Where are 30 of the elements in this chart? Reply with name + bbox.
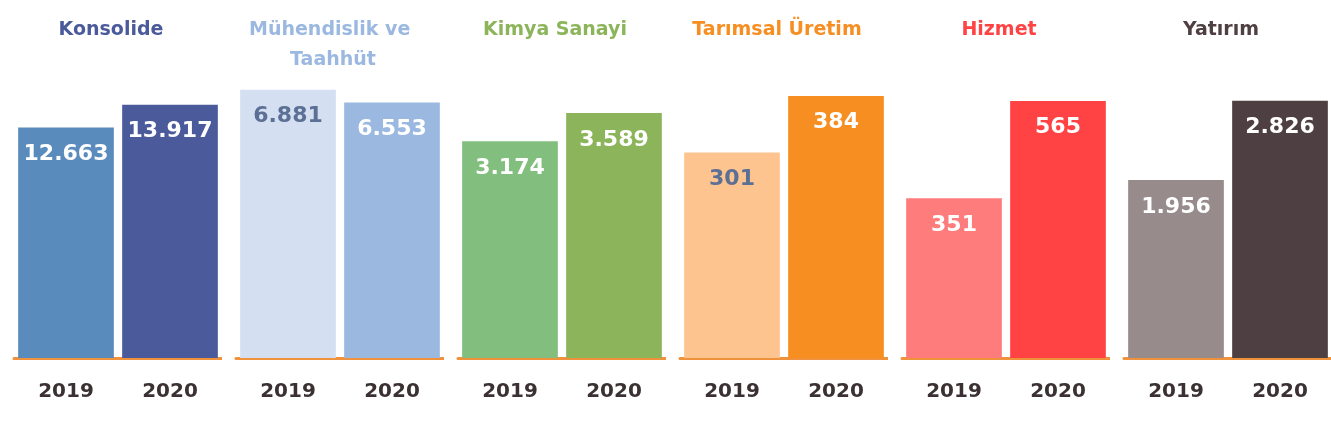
- data-label: 12.663: [23, 140, 109, 166]
- x-tick-label: 2020: [808, 378, 864, 402]
- x-tick-label: 2020: [1252, 378, 1308, 402]
- chart-title: Yatırım: [1181, 17, 1260, 39]
- x-tick-label: 2019: [1148, 378, 1204, 402]
- data-label: 13.917: [127, 117, 213, 143]
- x-tick-label: 2019: [482, 378, 538, 402]
- data-label: 351: [931, 210, 977, 236]
- data-label: 6.553: [357, 114, 427, 140]
- data-label: 565: [1035, 113, 1081, 139]
- chart-title: Mühendislik ve Taahhüt: [249, 17, 417, 69]
- x-tick-label: 2020: [142, 378, 198, 402]
- x-tick-label: 2020: [1030, 378, 1086, 402]
- chart-title: Konsolide: [58, 17, 164, 39]
- x-tick-label: 2019: [926, 378, 982, 402]
- x-tick-label: 2019: [38, 378, 94, 402]
- data-label: 3.589: [579, 125, 649, 151]
- x-tick-label: 2020: [364, 378, 420, 402]
- data-label: 3.174: [475, 153, 545, 179]
- data-label: 301: [709, 165, 755, 191]
- chart-title: Hizmet: [961, 17, 1037, 39]
- data-label: 384: [813, 108, 859, 134]
- x-tick-label: 2020: [586, 378, 642, 402]
- data-label: 2.826: [1245, 113, 1315, 139]
- x-tick-label: 2019: [704, 378, 760, 402]
- x-tick-label: 2019: [260, 378, 316, 402]
- chart-title: Tarımsal Üretim: [692, 16, 862, 39]
- data-label: 1.956: [1141, 192, 1211, 218]
- chart-title: Kimya Sanayi: [482, 17, 628, 39]
- data-label: 6.881: [253, 102, 323, 128]
